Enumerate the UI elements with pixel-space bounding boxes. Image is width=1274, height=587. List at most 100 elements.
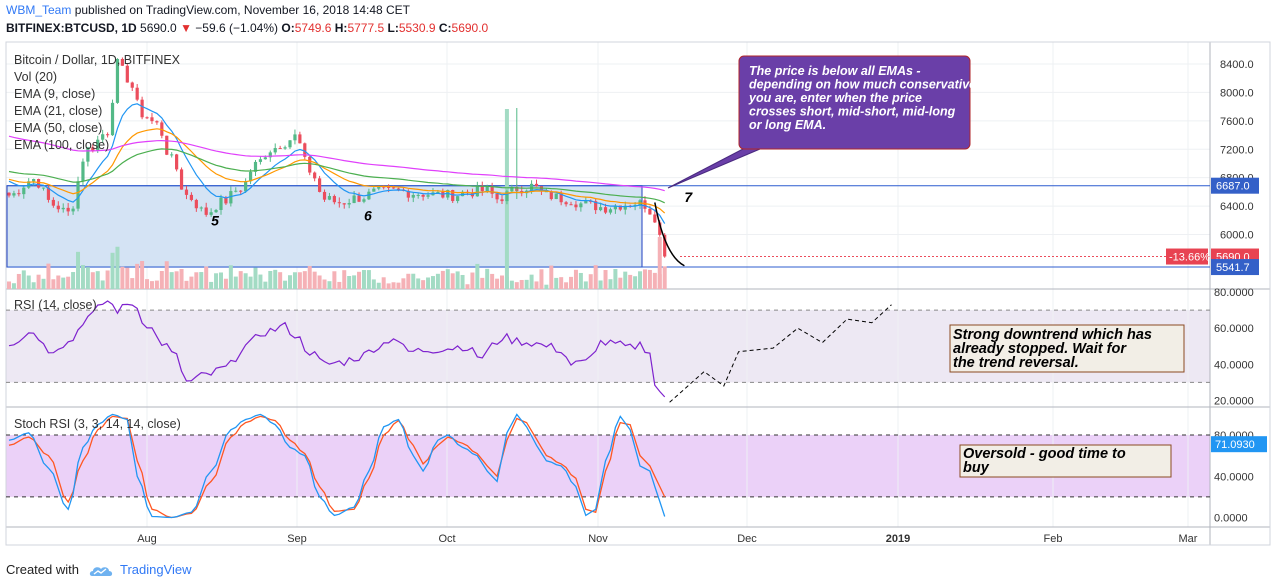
candle-body — [608, 209, 613, 213]
candle-body — [268, 152, 272, 158]
created-with-text: Created with — [6, 562, 79, 577]
last-price: 5690.0 — [140, 21, 177, 35]
author-link[interactable]: WBM_Team — [6, 3, 72, 17]
candle-body — [357, 195, 361, 202]
volume-bar — [401, 278, 406, 289]
volume-bar — [386, 283, 391, 289]
volume-bar — [204, 266, 209, 289]
volume-bar — [85, 267, 90, 289]
time-axis-label: Nov — [588, 533, 608, 545]
volume-bar — [130, 278, 135, 289]
volume-bar — [376, 282, 381, 289]
volume-bar — [199, 272, 204, 289]
volume-bar — [396, 282, 401, 289]
volume-bar — [322, 279, 327, 289]
chart-frame — [5, 41, 1271, 546]
ema-21-line — [8, 128, 666, 214]
volume-bar — [268, 270, 273, 289]
rsi-tick-label: 40.0000 — [1214, 359, 1254, 371]
volume-bar — [302, 271, 307, 289]
volume-bar — [90, 272, 95, 289]
candle-body — [495, 193, 499, 200]
volume-bar — [253, 267, 258, 289]
candle-body — [589, 200, 593, 202]
candle-body — [224, 197, 228, 204]
candle-body — [36, 179, 41, 188]
open-value: 5749.6 — [294, 21, 332, 35]
ema-100-line — [8, 135, 665, 192]
volume-bar — [26, 275, 31, 289]
candle-body — [322, 191, 327, 200]
candle-body — [17, 193, 21, 195]
candle-body — [534, 183, 539, 187]
low-value: 5530.9 — [398, 21, 436, 35]
price-tick-label: 8400.0 — [1220, 59, 1254, 71]
callout-text-line: The price is below all EMAs - — [749, 64, 921, 78]
rsi-projection-line — [669, 304, 892, 403]
candle-body — [303, 143, 307, 157]
candle-body — [574, 204, 578, 208]
stoch-tick-label: 0.0000 — [1214, 513, 1248, 525]
candle-body — [41, 187, 46, 189]
close-value: 5690.0 — [451, 21, 489, 35]
rsi-tick-label: 60.0000 — [1214, 323, 1254, 335]
volume-bar — [475, 263, 480, 289]
candle-body — [258, 159, 263, 162]
volume-bar — [61, 277, 66, 289]
volume-bar — [440, 270, 445, 289]
price-change: −59.6 (−1.04%) — [195, 21, 279, 35]
candle-body — [559, 193, 563, 203]
close-label: C: — [438, 21, 452, 35]
stoch-annotation-box — [959, 444, 1172, 478]
candle-body — [263, 157, 267, 160]
stoch-legend: Stoch RSI (3, 3, 14, 14, close) — [14, 417, 181, 431]
candle-body — [347, 203, 351, 205]
volume-bar — [480, 277, 485, 289]
candle-body — [219, 197, 223, 210]
candle-body — [653, 214, 657, 223]
tradingview-link[interactable]: TradingView — [120, 562, 192, 577]
volume-bar — [495, 278, 500, 289]
volume-bar — [416, 278, 421, 289]
high-label: H: — [334, 21, 348, 35]
volume-bar — [485, 268, 490, 289]
price-tick-label: 8000.0 — [1220, 87, 1254, 99]
candle-body — [411, 194, 415, 198]
volume-bar — [421, 280, 426, 289]
legend-symbol: Bitcoin / Dollar, 1D, BITFINEX — [14, 53, 181, 67]
rsi-legend: RSI (14, close) — [14, 298, 97, 312]
callout-text-line: depending on how much conservative — [749, 78, 976, 92]
candle-body — [76, 181, 80, 209]
wave-label-6: 6 — [364, 207, 372, 223]
time-axis-label: 2019 — [886, 533, 910, 545]
volume-bar — [470, 272, 475, 289]
candle-body — [32, 179, 36, 182]
volume-bar — [278, 272, 283, 289]
volume-bar — [529, 274, 534, 289]
rsi-annotation-text: Strong downtrend which has already stoppe… — [953, 327, 1152, 371]
candle-body — [278, 148, 282, 150]
candle-body — [510, 187, 514, 192]
volume-bar — [642, 269, 647, 289]
volume-bar — [41, 278, 46, 289]
volume-bar — [288, 275, 293, 289]
volume-bar — [263, 281, 268, 289]
candle-body — [248, 171, 253, 182]
candle-body — [66, 207, 70, 212]
candle-body — [170, 154, 174, 156]
volume-bar — [544, 284, 549, 289]
change-percent-label: -13.66% — [1169, 252, 1210, 264]
candle-body — [184, 189, 189, 195]
volume-bar — [184, 280, 189, 289]
candle-body — [480, 185, 484, 192]
volume-bar — [460, 274, 465, 289]
time-axis-label: Mar — [1179, 533, 1198, 545]
candle-body — [584, 200, 588, 204]
volume-bar — [154, 280, 159, 289]
volume-bar — [145, 279, 150, 289]
candle-body — [96, 139, 100, 151]
wave-label-5: 5 — [211, 212, 219, 228]
volume-bar — [169, 272, 174, 289]
volume-bar — [135, 263, 140, 289]
